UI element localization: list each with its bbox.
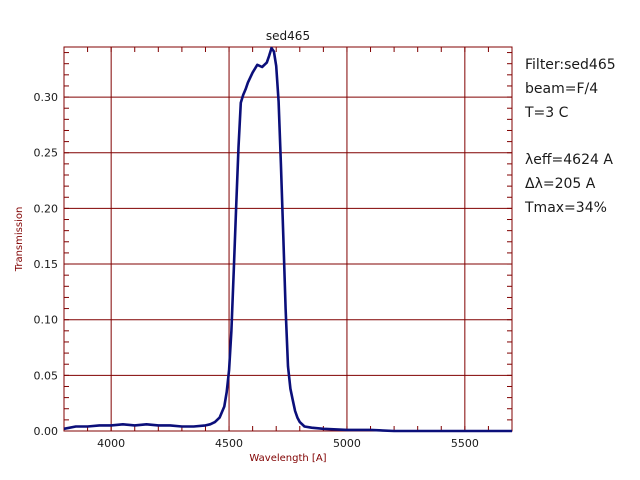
y-tick-label: 0.05 <box>34 369 59 382</box>
x-axis-label: Wavelength [A] <box>249 453 326 464</box>
y-tick-label: 0.00 <box>34 425 59 438</box>
y-tick-label: 0.10 <box>34 314 59 327</box>
filter-name-text: Filter:sed465 <box>525 57 616 73</box>
tick-labels: 4000 4500 5000 5500 0.00 0.05 0.10 0.15 0.20 0.25… <box>34 91 479 450</box>
plot-frame <box>63 46 513 432</box>
lambda-eff-text: λeff=4624 A <box>525 152 613 168</box>
beam-text: beam=F/4 <box>525 81 599 97</box>
chart-title: sed465 <box>266 29 310 43</box>
y-axis-label: Transmission <box>14 207 25 273</box>
y-tick-label: 0.30 <box>34 91 59 104</box>
delta-lambda-text: Δλ=205 A <box>525 176 596 192</box>
y-tick-label: 0.25 <box>34 147 59 160</box>
tmax-text: Tmax=34% <box>525 200 607 216</box>
y-tick-label: 0.15 <box>34 258 59 271</box>
temperature-text: T=3 C <box>525 105 569 121</box>
x-tick-label: 4000 <box>97 437 125 450</box>
x-tick-label: 5000 <box>333 437 361 450</box>
series-line <box>63 46 512 433</box>
y-tick-label: 0.20 <box>34 202 59 215</box>
x-tick-label: 5500 <box>451 437 479 450</box>
x-tick-label: 4500 <box>215 437 243 450</box>
